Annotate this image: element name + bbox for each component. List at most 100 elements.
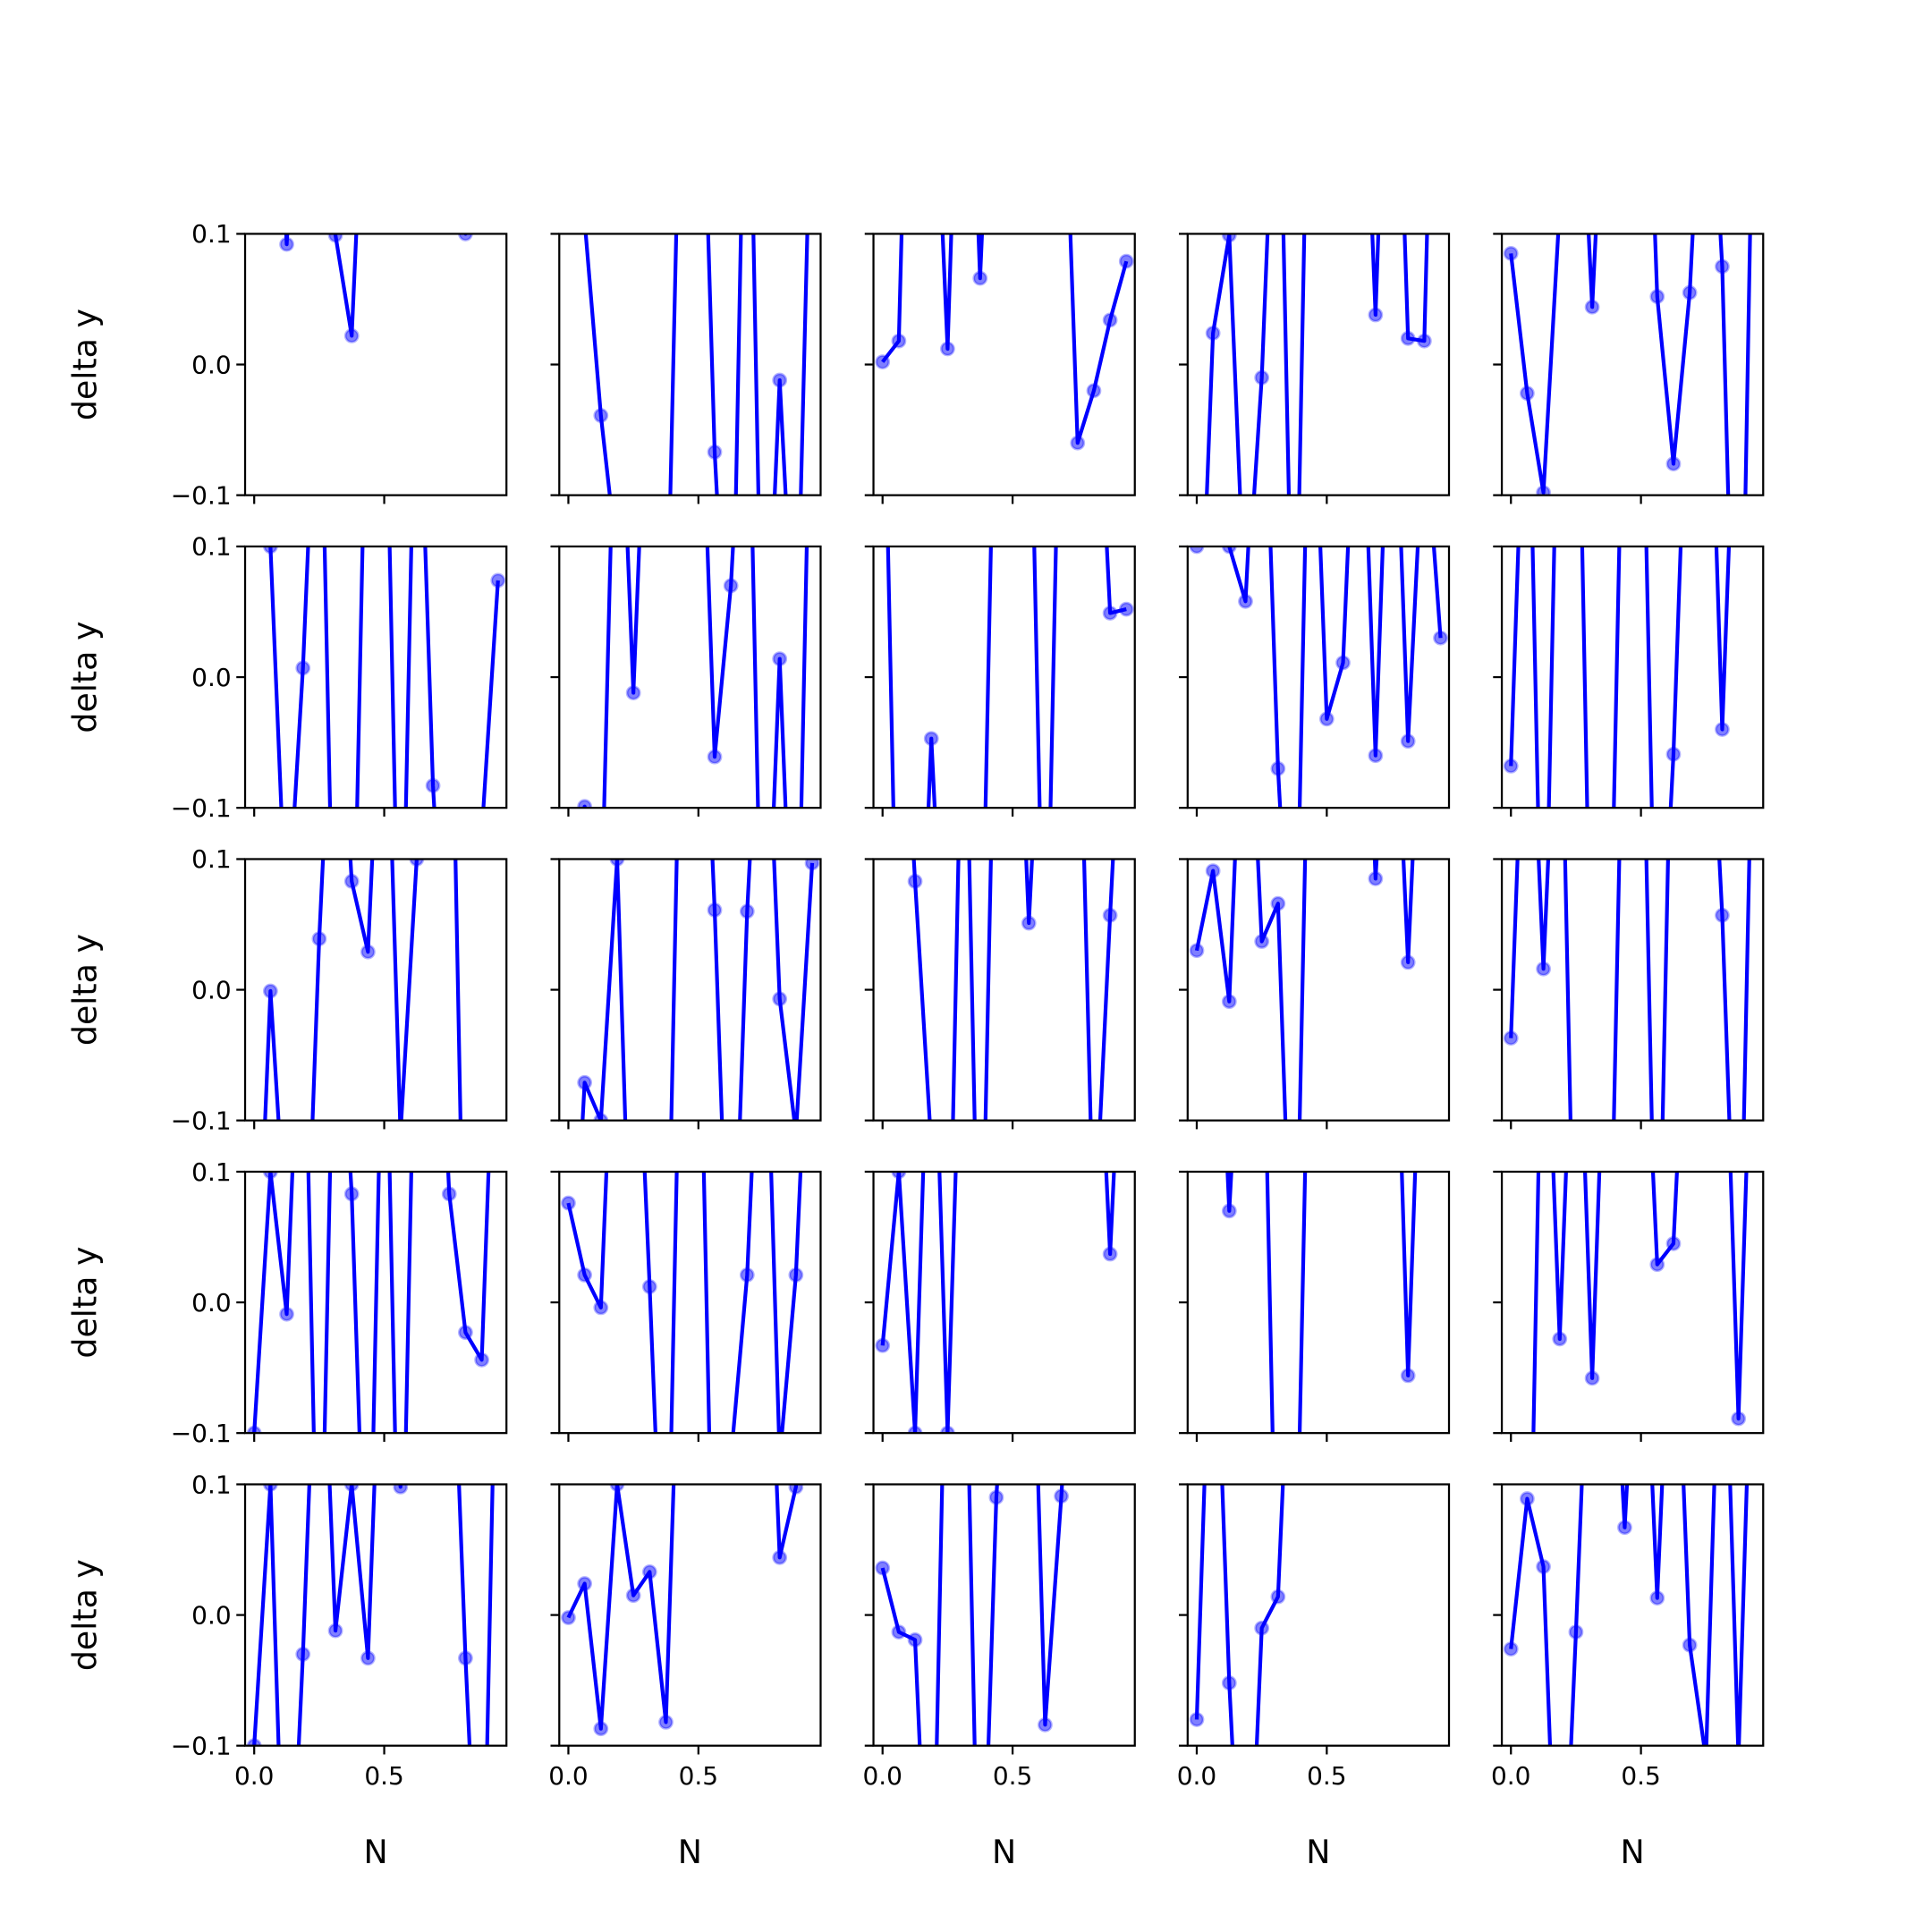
data-point [1072, 591, 1084, 604]
data-point [1205, 863, 1221, 879]
data-point [1715, 722, 1730, 737]
data-point [295, 1647, 311, 1662]
data-point [1221, 546, 1237, 555]
data-point [627, 816, 640, 828]
data-point [1102, 606, 1118, 621]
data-point [1353, 774, 1366, 786]
data-point [1320, 1216, 1333, 1229]
data-point [1288, 1688, 1301, 1700]
data-point [1649, 1590, 1665, 1606]
data-point [1749, 591, 1761, 604]
subplot: 0.0 0.5 N [1177, 1086, 1451, 1871]
x-tick-label: 0.0 [234, 1761, 274, 1791]
y-tick-label: −0.1 [171, 793, 232, 823]
data-point [1102, 1246, 1118, 1262]
data-point [877, 279, 889, 292]
data-point [1568, 1624, 1584, 1640]
axes-frame [243, 233, 508, 496]
data-point [427, 839, 439, 852]
data-point [1402, 1086, 1414, 1098]
data-point [1649, 1257, 1665, 1273]
data-line [1509, 233, 1752, 496]
x-axis-label: N [1306, 1833, 1330, 1871]
y-axis-label: delta y [66, 622, 105, 733]
data-point [1318, 711, 1335, 727]
data-point [692, 279, 705, 292]
data-point [1400, 954, 1416, 970]
data-line [1205, 233, 1429, 496]
subplot [1179, 461, 1451, 1130]
data-point [1584, 299, 1600, 315]
data-point [1254, 369, 1270, 386]
data-point [313, 1688, 326, 1700]
data-point [1238, 593, 1253, 609]
data-point [443, 526, 455, 538]
data-point [974, 1063, 987, 1075]
data-point [1353, 461, 1366, 473]
data-point [1191, 904, 1203, 917]
data-point [958, 591, 970, 604]
data-point [1072, 1216, 1084, 1229]
data-point [1538, 1063, 1550, 1075]
axes-frame [243, 858, 508, 1122]
data-point [1733, 1752, 1745, 1765]
data-point [941, 1216, 953, 1229]
data-point [875, 1560, 891, 1576]
data-point [891, 1624, 907, 1640]
data-point [343, 1484, 360, 1492]
data-point [611, 279, 623, 292]
data-point [1665, 746, 1682, 762]
data-point [1649, 289, 1665, 304]
data-point [658, 1715, 674, 1730]
data-point [1038, 1063, 1051, 1075]
data-point [279, 1306, 294, 1322]
y-axis-label: delta y [66, 1247, 105, 1359]
data-point [1368, 748, 1384, 764]
y-tick-label: 0.0 [191, 975, 231, 1004]
data-point [609, 1484, 625, 1492]
subplot [550, 215, 822, 828]
data-point [724, 1376, 737, 1388]
data-point [1320, 526, 1333, 538]
data-point [327, 1623, 343, 1639]
data-point [739, 1267, 755, 1283]
data-point [1651, 1376, 1664, 1388]
data-point [1699, 839, 1712, 852]
data-point [394, 1127, 407, 1140]
data-line [566, 1171, 803, 1434]
data-point [561, 1195, 576, 1211]
data-point [1254, 934, 1270, 949]
data-point [891, 333, 907, 349]
data-point [579, 215, 591, 227]
data-point [676, 591, 689, 604]
data-point [409, 859, 425, 867]
data-point [262, 546, 278, 555]
data-point [1520, 1491, 1535, 1506]
data-point [1418, 410, 1430, 422]
data-point [1369, 1151, 1382, 1164]
data-point [593, 1721, 609, 1737]
y-tick-label: 0.0 [191, 1600, 231, 1630]
data-point [593, 1300, 609, 1316]
data-point [1221, 1203, 1237, 1219]
data-point [1683, 904, 1696, 917]
data-point [1022, 1151, 1035, 1164]
data-point [593, 1113, 609, 1121]
axes-frame [243, 545, 508, 809]
data-point [1400, 330, 1416, 346]
data-point [1320, 839, 1333, 852]
subplot: −0.1 0.0 0.1 delta y [66, 532, 508, 823]
data-point [974, 839, 987, 852]
data-point [297, 904, 309, 917]
data-point [246, 1738, 262, 1746]
data-point [1683, 526, 1696, 538]
data-line [1509, 859, 1751, 1121]
data-line [880, 1484, 1064, 1746]
data-point [577, 1267, 593, 1283]
data-point [974, 1376, 987, 1388]
data-point [1617, 1520, 1632, 1536]
data-point [577, 799, 593, 809]
y-axis-label: delta y [66, 1559, 105, 1671]
data-point [1335, 655, 1351, 671]
data-point [758, 591, 770, 604]
